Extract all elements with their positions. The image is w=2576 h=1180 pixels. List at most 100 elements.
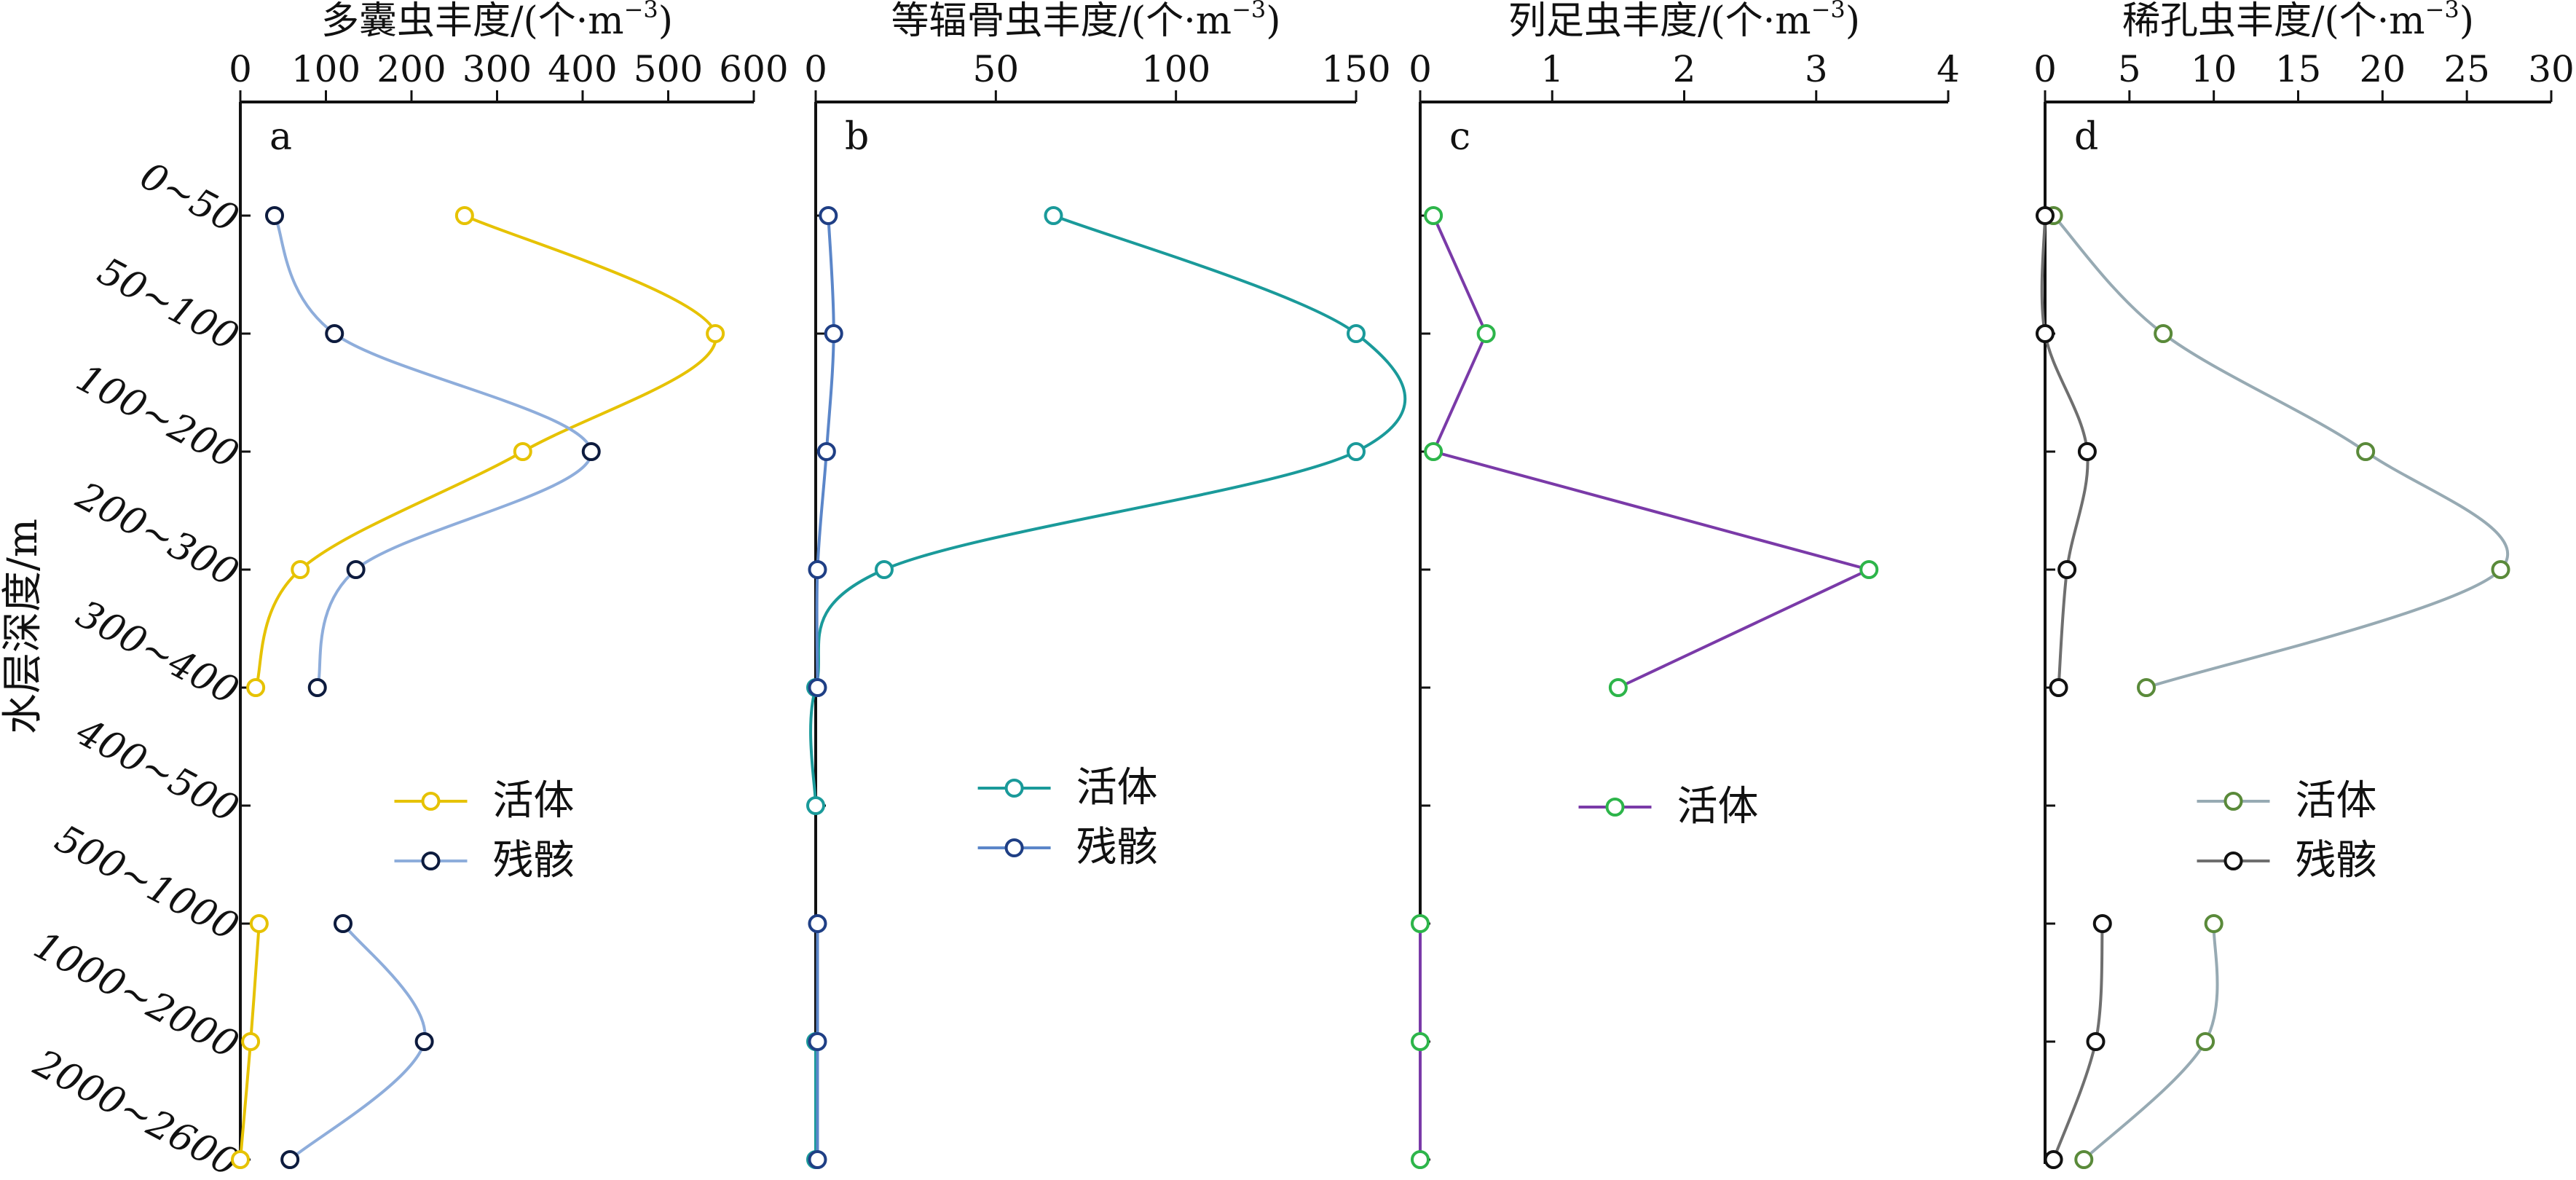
depth-label-8: 2000~2600	[26, 1041, 245, 1180]
series-line-活体	[809, 214, 1407, 806]
x-tick-label: 0	[2033, 48, 2057, 90]
x-tick-label: 4	[1937, 48, 1960, 90]
data-point	[2137, 678, 2156, 697]
panel-title: 等辐骨虫丰度/(个·m−3)	[891, 0, 1280, 43]
data-point	[808, 678, 827, 697]
data-point	[2356, 442, 2376, 461]
panel-title-main: 等辐骨虫丰度/(个·m	[891, 0, 1232, 43]
series-line-残骸	[288, 922, 427, 1161]
panel-title-close: )	[1266, 0, 1280, 43]
data-point	[280, 1150, 300, 1169]
legend-label: 活体	[1076, 764, 1158, 811]
panel-letter: a	[269, 115, 292, 159]
data-point	[246, 678, 266, 697]
data-point	[816, 442, 836, 461]
legend-label: 残骸	[2296, 837, 2377, 884]
x-tick-label: 300	[462, 48, 532, 90]
legend-label: 活体	[1677, 783, 1759, 830]
data-point	[2092, 914, 2112, 933]
data-point	[346, 560, 366, 579]
data-point	[806, 796, 825, 815]
series-line-活体	[1431, 215, 1874, 689]
x-tick-label: 10	[2191, 48, 2237, 90]
data-point	[2036, 206, 2055, 225]
legend-marker	[1605, 798, 1625, 817]
x-tick-label: 600	[719, 48, 788, 90]
data-point	[874, 560, 894, 579]
series-line-活体	[2052, 214, 2509, 689]
panel-title-sup: −3	[1811, 0, 1846, 23]
depth-label-0: 0~50	[133, 154, 245, 241]
data-point	[808, 1032, 827, 1051]
data-point	[454, 206, 474, 225]
x-tick-label: 50	[973, 48, 1020, 90]
x-tick-label: 400	[548, 48, 617, 90]
panel-title-main: 稀孔虫丰度/(个·m	[2122, 0, 2425, 43]
legend-marker	[2224, 851, 2243, 870]
x-tick-label: 0	[1409, 48, 1432, 90]
x-tick-label: 0	[229, 48, 252, 90]
x-tick-label: 0	[804, 48, 827, 90]
series-line-残骸	[273, 215, 593, 688]
data-point	[249, 914, 269, 933]
data-point	[2086, 1032, 2106, 1051]
depth-label-5: 400~500	[68, 709, 245, 831]
panel-c: 0 1 2 3 4 列足虫丰度/(个·m−3) c 活体	[1409, 0, 1960, 1169]
depth-labels: 0~5050~100100~200200~300300~400400~50050…	[26, 154, 245, 1180]
panel-title-main: 列足虫丰度/(个·m	[1508, 0, 1811, 43]
data-point	[2204, 914, 2224, 933]
panel-letter: c	[1449, 115, 1470, 159]
legend-label: 活体	[2296, 777, 2377, 825]
data-point	[808, 1150, 827, 1169]
data-point	[2196, 1032, 2215, 1051]
data-point	[2154, 324, 2173, 343]
panel-title-sup: −3	[2425, 0, 2459, 23]
data-point	[2074, 1150, 2094, 1169]
data-point	[307, 678, 327, 697]
data-point	[2491, 560, 2510, 579]
data-point	[1424, 206, 1443, 225]
data-point	[2077, 442, 2097, 461]
data-point	[808, 560, 827, 579]
data-point	[1608, 678, 1628, 697]
legend-label: 残骸	[1076, 824, 1158, 871]
panel-letter: b	[845, 115, 869, 159]
panel-title-close: )	[658, 0, 673, 43]
panel-title-close: )	[2459, 0, 2474, 43]
data-point	[414, 1032, 434, 1051]
data-point	[808, 914, 827, 933]
legend-label: 残骸	[493, 837, 575, 884]
panel-title-close: )	[1846, 0, 1860, 43]
x-tick-label: 5	[2118, 48, 2141, 90]
data-point	[231, 1150, 250, 1169]
data-point	[1347, 442, 1366, 461]
x-tick-label: 3	[1805, 48, 1828, 90]
panel-title-main: 多囊虫丰度/(个·m	[321, 0, 624, 43]
data-point	[265, 206, 284, 225]
data-point	[1424, 442, 1443, 461]
panel-title-sup: −3	[624, 0, 658, 23]
data-point	[1044, 206, 1063, 225]
depth-label-6: 500~1000	[48, 817, 245, 949]
y-axis-title: 水层深度/m	[0, 519, 47, 734]
data-point	[1476, 324, 1496, 343]
depth-label-4: 300~400	[69, 592, 245, 714]
data-point	[819, 206, 838, 225]
data-point	[1411, 1032, 1430, 1051]
legend-marker	[2224, 792, 2243, 811]
data-point	[291, 560, 310, 579]
depth-label-7: 1000~2000	[27, 924, 245, 1068]
x-tick-label: 1	[1540, 48, 1564, 90]
depth-label-2: 100~200	[69, 356, 245, 478]
x-tick-label: 100	[291, 48, 361, 90]
data-point	[824, 324, 843, 343]
x-tick-label: 30	[2528, 48, 2575, 90]
data-point	[2036, 324, 2055, 343]
x-tick-label: 15	[2275, 48, 2322, 90]
series-line-活体	[254, 214, 717, 688]
data-point	[1859, 560, 1879, 579]
data-point	[325, 324, 344, 343]
